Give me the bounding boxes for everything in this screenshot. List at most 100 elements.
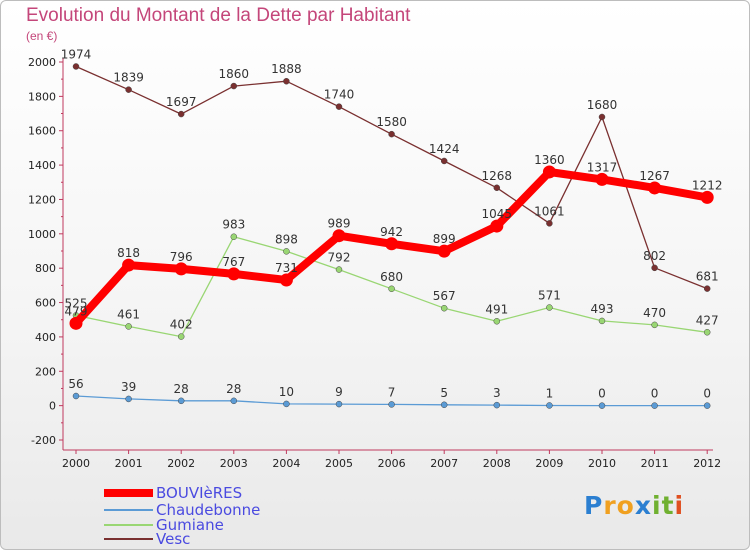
data-point bbox=[335, 266, 343, 273]
logo-letter: P bbox=[584, 491, 604, 520]
data-point bbox=[651, 402, 658, 409]
data-label: 402 bbox=[170, 318, 193, 332]
data-label: 1268 bbox=[482, 169, 513, 183]
data-label: 818 bbox=[117, 246, 140, 260]
data-point bbox=[279, 273, 293, 287]
data-label: 461 bbox=[117, 307, 140, 321]
chart-title: Evolution du Montant de la Dette par Hab… bbox=[26, 5, 411, 26]
x-tick-label: 2006 bbox=[378, 457, 406, 470]
x-tick-label: 2002 bbox=[167, 457, 195, 470]
data-point bbox=[546, 220, 553, 227]
data-point bbox=[440, 304, 448, 312]
y-tick-label: 2000 bbox=[28, 56, 56, 69]
data-point bbox=[283, 248, 290, 255]
data-point bbox=[546, 402, 553, 409]
data-label: 731 bbox=[275, 261, 298, 275]
x-tick-label: 2011 bbox=[641, 457, 669, 470]
data-label: 0 bbox=[598, 387, 606, 401]
data-point bbox=[230, 233, 238, 240]
legend-label: Chaudebonne bbox=[156, 501, 260, 519]
y-tick-label: 200 bbox=[35, 365, 56, 378]
data-label: 493 bbox=[591, 302, 614, 316]
x-tick-label: 2012 bbox=[693, 457, 721, 470]
data-label: 567 bbox=[433, 289, 456, 303]
data-label: 796 bbox=[170, 250, 193, 264]
data-point bbox=[230, 397, 238, 405]
data-point bbox=[703, 329, 711, 336]
data-label: 1061 bbox=[534, 204, 565, 218]
data-label: 1424 bbox=[429, 142, 460, 156]
data-label: 3 bbox=[493, 386, 501, 400]
data-point bbox=[125, 86, 132, 93]
data-point bbox=[125, 323, 132, 330]
data-label: 470 bbox=[643, 306, 666, 320]
x-tick-label: 2007 bbox=[430, 457, 458, 470]
data-point bbox=[72, 63, 80, 70]
data-label: 525 bbox=[65, 296, 88, 310]
y-tick-label: 1000 bbox=[28, 228, 56, 241]
data-point bbox=[542, 165, 556, 179]
x-tick-label: 2003 bbox=[220, 457, 248, 470]
chart-subtitle: (en €) bbox=[26, 29, 58, 43]
data-point bbox=[283, 77, 290, 85]
data-point bbox=[72, 392, 80, 400]
series-layer bbox=[69, 63, 714, 409]
data-label: 479 bbox=[65, 304, 88, 318]
proxiti-logo: Proxiti bbox=[584, 491, 684, 520]
data-point bbox=[651, 321, 658, 329]
data-label: 1740 bbox=[324, 88, 355, 102]
y-tick-label: 400 bbox=[35, 331, 56, 344]
data-label: 7 bbox=[388, 385, 396, 399]
data-labels: 56 39 28 28 10 9 7 5 3 1 0 0 05254614029838987926805… bbox=[61, 47, 723, 400]
data-label: 983 bbox=[222, 218, 245, 232]
data-label: 1839 bbox=[113, 71, 144, 85]
data-label: 1680 bbox=[587, 98, 618, 112]
data-label: 39 bbox=[121, 380, 136, 394]
data-label: 28 bbox=[226, 382, 241, 396]
data-label: 802 bbox=[643, 249, 666, 263]
data-label: 1580 bbox=[376, 115, 407, 129]
data-point bbox=[230, 82, 238, 90]
x-tick-label: 2005 bbox=[325, 457, 353, 470]
x-tick-label: 2001 bbox=[115, 457, 143, 470]
data-point bbox=[388, 285, 395, 293]
data-point bbox=[703, 285, 711, 292]
y-tick-label: 0 bbox=[49, 400, 56, 413]
y-tick-label: 600 bbox=[35, 297, 56, 310]
data-point bbox=[174, 262, 188, 276]
data-point bbox=[546, 304, 553, 311]
y-tick-label: -200 bbox=[31, 434, 56, 447]
data-point bbox=[651, 264, 658, 272]
data-label: 792 bbox=[328, 251, 351, 265]
y-tick-label: 800 bbox=[35, 262, 56, 275]
logo-letter: x bbox=[634, 491, 652, 520]
data-point bbox=[385, 237, 399, 251]
y-tick-label: 1400 bbox=[28, 159, 56, 172]
data-point bbox=[700, 190, 714, 204]
data-label: 989 bbox=[328, 217, 351, 231]
data-point bbox=[177, 333, 185, 340]
logo-letter: r bbox=[603, 491, 617, 520]
data-point bbox=[227, 267, 241, 281]
data-point bbox=[122, 258, 136, 272]
y-tick-label: 1200 bbox=[28, 193, 56, 206]
data-label: 56 bbox=[68, 377, 83, 391]
logo-letter: i bbox=[652, 491, 662, 520]
data-point bbox=[388, 130, 395, 138]
x-tick-label: 2010 bbox=[588, 457, 616, 470]
data-label: 1 bbox=[546, 386, 554, 400]
logo-letter: i bbox=[674, 491, 685, 520]
data-point bbox=[388, 401, 395, 408]
data-point bbox=[332, 229, 346, 243]
legend-label: Gumiane bbox=[156, 516, 224, 534]
data-label: 767 bbox=[222, 255, 245, 269]
data-point bbox=[598, 402, 606, 409]
data-label: 681 bbox=[696, 270, 719, 284]
data-label: 1360 bbox=[534, 153, 565, 167]
data-label: 1888 bbox=[271, 62, 302, 76]
data-point bbox=[598, 317, 606, 325]
legend-label: Vesc bbox=[156, 530, 190, 548]
data-point bbox=[598, 113, 606, 121]
data-label: 491 bbox=[485, 302, 508, 316]
